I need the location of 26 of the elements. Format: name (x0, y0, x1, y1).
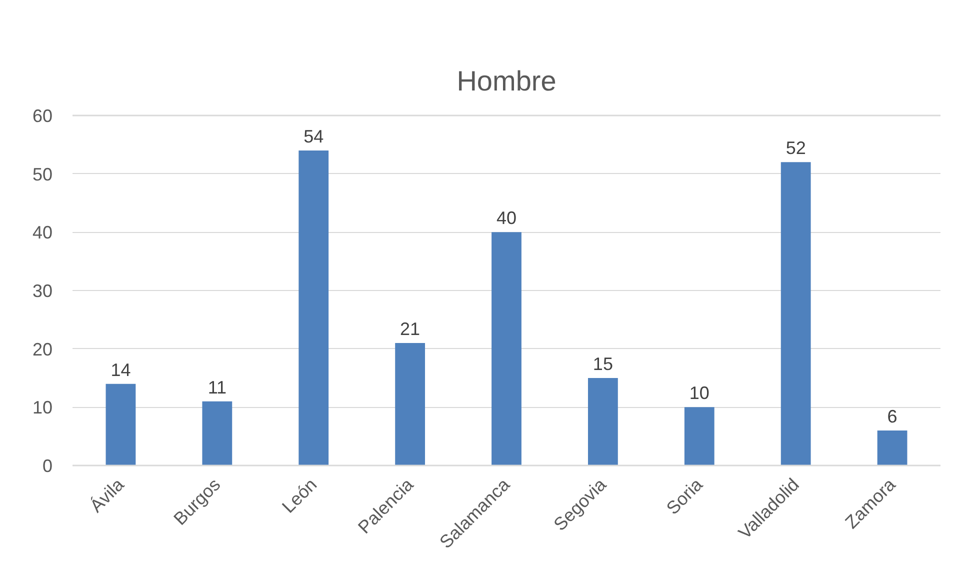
data-label: 10 (689, 383, 710, 404)
chart-title: Hombre (456, 66, 556, 96)
bar (684, 407, 714, 466)
data-label: 52 (786, 138, 806, 158)
bar (106, 384, 136, 466)
y-tick-label: 20 (32, 339, 53, 360)
y-tick-label: 40 (32, 222, 53, 243)
y-tick-label: 10 (32, 398, 53, 418)
bar (395, 343, 426, 466)
data-label: 40 (496, 208, 517, 228)
y-tick-label: 0 (42, 456, 53, 476)
bar (492, 232, 522, 466)
data-label: 15 (592, 354, 613, 374)
bar (877, 430, 908, 466)
data-label: 54 (304, 126, 324, 146)
y-tick-label: 50 (32, 164, 53, 184)
bar (202, 401, 232, 466)
data-label: 21 (400, 319, 420, 339)
data-label: 11 (208, 377, 227, 398)
y-tick-label: 60 (32, 106, 53, 126)
y-tick-label: 30 (32, 281, 53, 301)
bar (298, 150, 329, 466)
data-label: 6 (887, 406, 898, 426)
bar (780, 162, 811, 466)
data-label: 14 (110, 360, 131, 380)
bar (588, 378, 618, 466)
